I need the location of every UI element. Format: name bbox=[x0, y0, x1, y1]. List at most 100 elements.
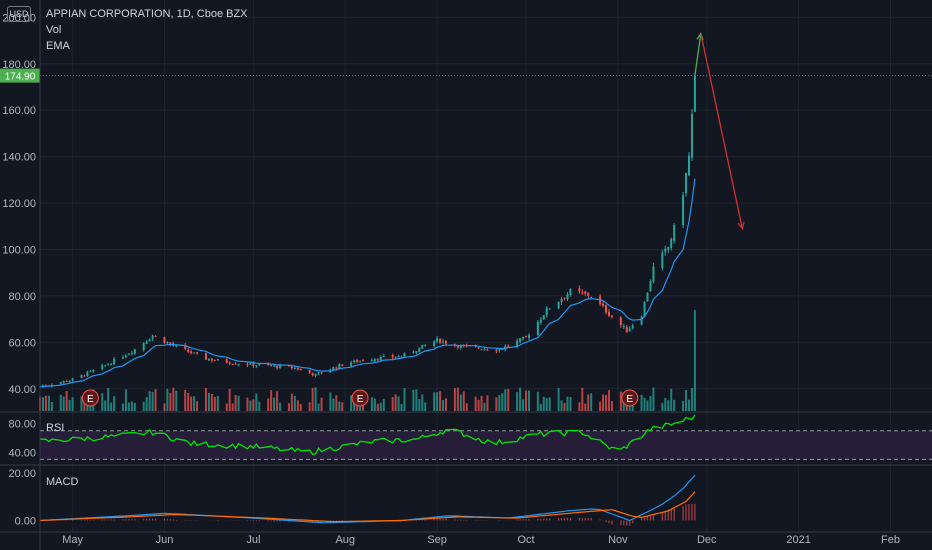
macd-histogram-bar bbox=[691, 503, 693, 521]
macd-histogram-bar bbox=[528, 519, 530, 521]
candle bbox=[403, 353, 406, 357]
volume-bar bbox=[527, 390, 530, 411]
macd-pane-label[interactable]: MACD bbox=[46, 476, 79, 488]
candle bbox=[320, 372, 323, 374]
volume-bar bbox=[536, 391, 539, 411]
volume-bar bbox=[560, 400, 563, 411]
volume-bar bbox=[415, 389, 418, 411]
rsi-pane-label[interactable]: RSI bbox=[46, 422, 65, 434]
x-tick-label: Nov bbox=[608, 534, 628, 546]
macd-histogram-bar bbox=[632, 520, 634, 524]
volume-bar bbox=[317, 403, 320, 411]
macd-histogram-bar bbox=[276, 520, 278, 522]
volume-bar bbox=[602, 394, 605, 411]
macd-histogram-bar bbox=[312, 520, 314, 522]
macd-histogram-bar bbox=[457, 519, 459, 521]
volume-bar bbox=[477, 399, 480, 411]
volume-bar bbox=[563, 402, 566, 411]
candle bbox=[433, 341, 436, 346]
rsi-y-tick: 80.00 bbox=[8, 419, 36, 431]
volume-bar bbox=[453, 388, 456, 411]
macd-histogram-bar bbox=[421, 519, 423, 521]
volume-bar bbox=[581, 387, 584, 411]
volume-bar bbox=[507, 388, 510, 411]
macd-histogram-bar bbox=[439, 519, 441, 521]
macd-histogram-bar bbox=[626, 520, 628, 526]
x-tick-label: Aug bbox=[335, 534, 355, 546]
volume-bar bbox=[113, 396, 116, 411]
volume-bar bbox=[65, 391, 68, 411]
macd-histogram-bar bbox=[134, 519, 136, 521]
macd-histogram-bar bbox=[543, 518, 545, 521]
volume-bar bbox=[649, 396, 652, 411]
ema-indicator-label[interactable]: EMA bbox=[46, 40, 70, 52]
currency-badge[interactable]: USD bbox=[7, 6, 31, 22]
macd-histogram-bar bbox=[154, 518, 157, 521]
volume-bar bbox=[290, 393, 293, 411]
macd-histogram-bar bbox=[558, 518, 560, 521]
volume-bar bbox=[107, 387, 110, 411]
volume-bar bbox=[151, 391, 154, 411]
candle bbox=[299, 369, 302, 371]
macd-histogram-bar bbox=[113, 519, 115, 521]
macd-histogram-bar bbox=[335, 520, 337, 522]
candle bbox=[498, 349, 501, 351]
x-tick-label: Jul bbox=[246, 534, 260, 546]
macd-histogram-bar bbox=[172, 519, 174, 521]
candle bbox=[587, 293, 590, 297]
volume-bar bbox=[646, 400, 649, 411]
volume-bar bbox=[673, 399, 676, 411]
candle bbox=[486, 349, 489, 351]
volume-bar bbox=[231, 403, 234, 411]
volume-bar bbox=[62, 396, 65, 411]
macd-histogram-bar bbox=[587, 518, 589, 521]
volume-bar bbox=[687, 399, 690, 411]
macd-histogram-bar bbox=[258, 520, 260, 522]
volume-bar bbox=[652, 387, 655, 411]
volume-bar bbox=[258, 401, 261, 411]
candle bbox=[62, 380, 65, 383]
candle bbox=[204, 353, 207, 360]
candle bbox=[163, 337, 166, 343]
ema-line bbox=[39, 178, 696, 388]
volume-bar bbox=[276, 391, 279, 411]
volume-bar bbox=[486, 395, 489, 411]
volume-bar bbox=[145, 397, 148, 411]
candle bbox=[646, 292, 649, 302]
macd-histogram-bar bbox=[569, 517, 572, 521]
candle bbox=[190, 351, 193, 354]
volume-bar bbox=[693, 310, 696, 411]
rsi-pane: 40.00 80.00 bbox=[8, 414, 932, 460]
volume-bar bbox=[619, 391, 622, 411]
candle bbox=[545, 307, 548, 316]
x-tick-label: Feb bbox=[881, 534, 900, 546]
candle bbox=[563, 297, 566, 299]
vol-indicator-label[interactable]: Vol bbox=[46, 24, 62, 36]
volume-bar bbox=[237, 395, 240, 411]
volume-bar bbox=[667, 400, 670, 411]
volume-bar bbox=[252, 399, 255, 411]
volume-bar bbox=[418, 399, 421, 411]
volume-bar bbox=[225, 403, 228, 411]
volume-bar bbox=[59, 394, 62, 411]
volume-bar bbox=[332, 398, 335, 411]
macd-histogram-bar bbox=[685, 504, 687, 521]
candle bbox=[566, 294, 569, 299]
earnings-marker bbox=[81, 389, 99, 407]
volume-bar bbox=[273, 397, 276, 411]
volume-bar bbox=[439, 391, 442, 411]
macd-histogram-bar bbox=[611, 520, 613, 525]
macd-histogram-bar bbox=[128, 519, 130, 521]
macd-histogram-bar bbox=[131, 519, 133, 521]
candle bbox=[311, 373, 314, 376]
volume-bar bbox=[465, 403, 468, 411]
candle bbox=[690, 114, 693, 158]
candle bbox=[71, 378, 74, 381]
volume-bar bbox=[566, 396, 569, 411]
x-tick-label: Oct bbox=[517, 534, 534, 546]
candle bbox=[516, 340, 519, 347]
volume-bar bbox=[690, 387, 693, 411]
candle bbox=[610, 315, 613, 318]
macd-histogram-bar bbox=[673, 508, 675, 521]
